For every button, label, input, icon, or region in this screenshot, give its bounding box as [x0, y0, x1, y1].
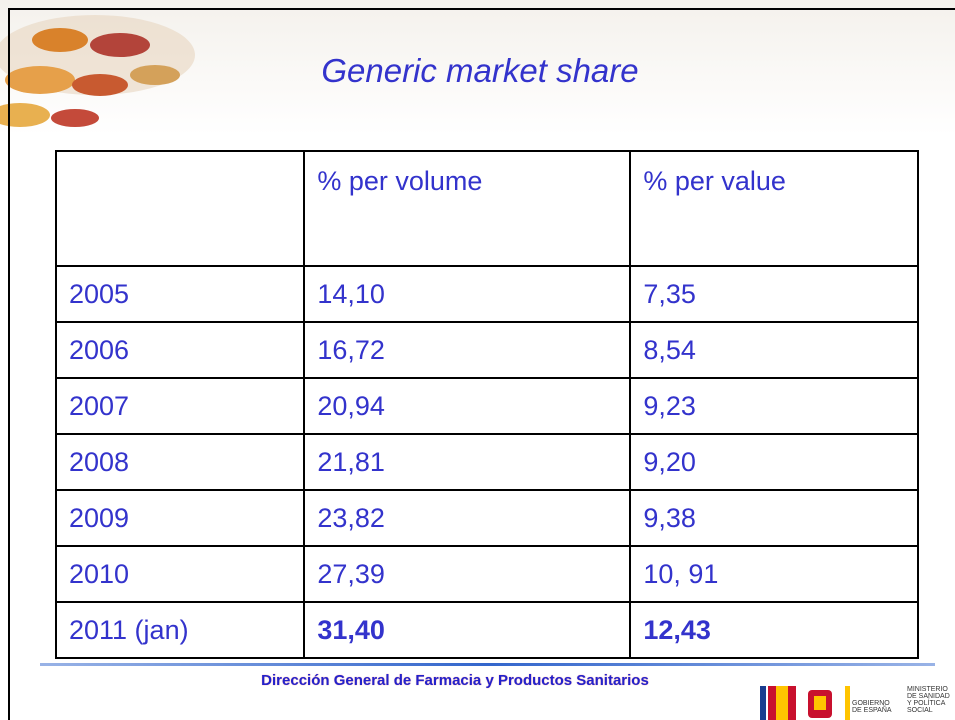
table-cell: 2008 [56, 434, 304, 490]
table-cell: 14,10 [304, 266, 630, 322]
table-cell: 2011 (jan) [56, 602, 304, 658]
table-cell: 21,81 [304, 434, 630, 490]
table-cell: 23,82 [304, 490, 630, 546]
header-cell: % per value [630, 151, 918, 266]
table-cell: 7,35 [630, 266, 918, 322]
table-cell: 16,72 [304, 322, 630, 378]
header-row: % per volume% per value [56, 151, 918, 266]
table-cell: 2010 [56, 546, 304, 602]
table-cell: 2009 [56, 490, 304, 546]
table-cell: 2007 [56, 378, 304, 434]
table-cell: 31,40 [304, 602, 630, 658]
table-cell: 8,54 [630, 322, 918, 378]
footer-rule [40, 663, 935, 666]
table-cell: 10, 91 [630, 546, 918, 602]
table-cell: 20,94 [304, 378, 630, 434]
title: Generic market share [180, 52, 780, 90]
header-cell: % per volume [304, 151, 630, 266]
table-cell: 9,23 [630, 378, 918, 434]
slide: Generic market share % per volume% per v… [0, 0, 955, 720]
logo-text: GOBIERNO DE ESPAÑA [852, 700, 897, 714]
table-cell: 27,39 [304, 546, 630, 602]
table-cell: 12,43 [630, 602, 918, 658]
table-cell: 2005 [56, 266, 304, 322]
table-cell: 2006 [56, 322, 304, 378]
table-cell: 9,20 [630, 434, 918, 490]
footer-text: Dirección General de Farmacia y Producto… [180, 672, 730, 689]
table-cell: 9,38 [630, 490, 918, 546]
coat-of-arms [760, 686, 850, 720]
logo-text: MINISTERIO DE SANIDAD Y POLÍTICA SOCIAL [907, 686, 955, 714]
header-cell [56, 151, 304, 266]
